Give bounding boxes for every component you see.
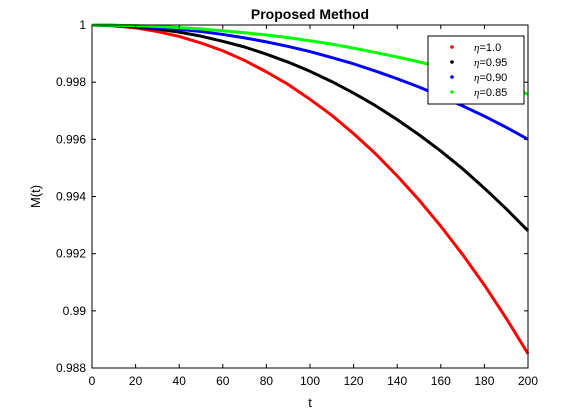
x-axis-label: t bbox=[308, 395, 312, 410]
x-tick-label: 200 bbox=[518, 374, 538, 388]
chart-title: Proposed Method bbox=[251, 6, 369, 22]
x-tick-label: 180 bbox=[474, 374, 494, 388]
x-tick-label: 60 bbox=[216, 374, 230, 388]
legend-marker bbox=[450, 90, 454, 94]
x-tick-label: 120 bbox=[344, 374, 364, 388]
series-line-0 bbox=[91, 23, 530, 355]
y-tick-label: 0.994 bbox=[56, 190, 86, 204]
y-tick-label: 0.998 bbox=[56, 75, 86, 89]
y-tick-label: 0.992 bbox=[56, 247, 86, 261]
legend-label: η=0.90 bbox=[474, 72, 507, 84]
y-axis-label: M(t) bbox=[28, 185, 43, 208]
legend-label: η=0.85 bbox=[474, 87, 507, 99]
x-tick-label: 20 bbox=[129, 374, 143, 388]
legend-marker bbox=[450, 45, 454, 49]
y-tick-label: 1 bbox=[79, 18, 86, 32]
x-tick-label: 100 bbox=[300, 374, 320, 388]
x-tick-label: 140 bbox=[387, 374, 407, 388]
legend-marker bbox=[450, 75, 454, 79]
x-tick-label: 160 bbox=[431, 374, 451, 388]
y-tick-label: 0.988 bbox=[56, 361, 86, 375]
legend-label: η=0.95 bbox=[474, 57, 507, 69]
series-line-1 bbox=[91, 23, 530, 232]
y-tick-label: 0.99 bbox=[63, 304, 87, 318]
y-tick-label: 0.996 bbox=[56, 132, 86, 146]
legend-marker bbox=[450, 60, 454, 64]
x-tick-label: 0 bbox=[89, 374, 96, 388]
x-tick-label: 80 bbox=[260, 374, 274, 388]
legend: η=1.0 η=0.95 η=0.90 η=0.85 bbox=[427, 35, 525, 105]
x-tick-label: 40 bbox=[173, 374, 187, 388]
legend-label: η=1.0 bbox=[474, 42, 501, 54]
legend-box bbox=[427, 35, 525, 105]
axis-ticks: 0 20 40 60 80 100 120 140 160 180 200 0.988 0.99 0.99… bbox=[56, 18, 538, 388]
